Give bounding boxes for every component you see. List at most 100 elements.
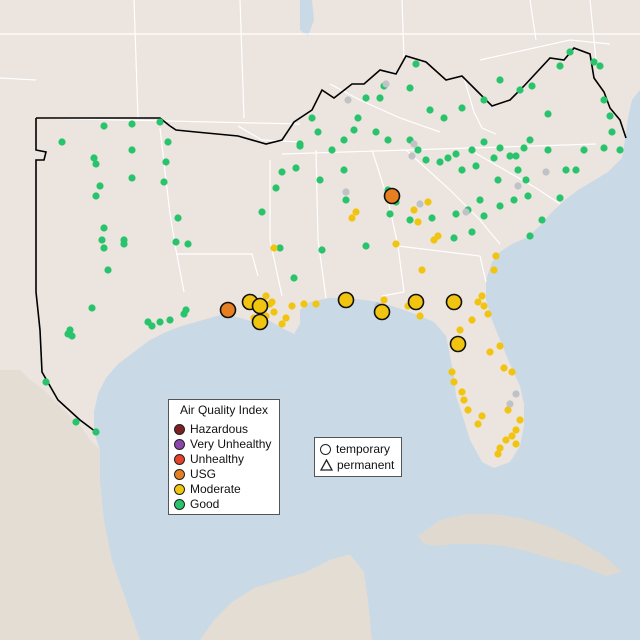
- usg-temporary-monitor-marker: [383, 187, 401, 205]
- legend-item-usg: USG: [174, 467, 216, 481]
- moderate-monitor-marker: [380, 296, 388, 304]
- moderate-monitor-marker: [502, 436, 510, 444]
- no-data-monitor-marker: [416, 200, 424, 208]
- moderate-monitor-marker: [450, 378, 458, 386]
- moderate-monitor-marker: [288, 302, 296, 310]
- moderate-monitor-marker: [282, 314, 290, 322]
- good-monitor-marker: [384, 136, 392, 144]
- good-monitor-marker: [444, 154, 452, 162]
- good-monitor-marker: [290, 274, 298, 282]
- legend-label-moderate: Moderate: [190, 482, 241, 496]
- aqi-legend-title: Air Quality Index: [179, 403, 269, 417]
- moderate-monitor-marker: [458, 388, 466, 396]
- good-monitor-marker: [562, 166, 570, 174]
- good-monitor-marker: [362, 242, 370, 250]
- good-monitor-marker: [572, 166, 580, 174]
- good-monitor-marker: [426, 106, 434, 114]
- good-monitor-marker: [42, 378, 50, 386]
- no-data-monitor-marker: [506, 400, 514, 408]
- mexico-land: [0, 370, 140, 640]
- good-monitor-marker: [524, 192, 532, 200]
- very-unhealthy-swatch: [174, 438, 185, 450]
- good-monitor-marker: [292, 164, 300, 172]
- lake-michigan: [300, 0, 314, 36]
- good-monitor-marker: [556, 62, 564, 70]
- triangle-icon: [320, 459, 333, 471]
- good-monitor-marker: [600, 96, 608, 104]
- good-monitor-marker: [96, 182, 104, 190]
- good-monitor-marker: [88, 304, 96, 312]
- moderate-monitor-marker: [418, 266, 426, 274]
- moderate-monitor-marker: [494, 450, 502, 458]
- good-monitor-marker: [128, 120, 136, 128]
- moderate-monitor-marker: [270, 308, 278, 316]
- good-monitor-marker: [480, 138, 488, 146]
- usg-swatch: [174, 468, 185, 480]
- good-monitor-marker: [362, 94, 370, 102]
- good-monitor-marker: [544, 146, 552, 154]
- no-data-monitor-marker: [408, 152, 416, 160]
- moderate-monitor-marker: [464, 406, 472, 414]
- good-monitor-marker: [436, 158, 444, 166]
- good-monitor-marker: [156, 318, 164, 326]
- good-monitor-marker: [580, 146, 588, 154]
- moderate-monitor-marker: [490, 266, 498, 274]
- good-monitor-marker: [526, 136, 534, 144]
- moderate-monitor-marker: [278, 320, 286, 328]
- good-monitor-marker: [354, 114, 362, 122]
- moderate-temporary-monitor-marker: [373, 303, 391, 321]
- no-data-monitor-marker: [462, 208, 470, 216]
- no-data-monitor-marker: [382, 80, 390, 88]
- good-monitor-marker: [92, 160, 100, 168]
- good-monitor-marker: [590, 58, 598, 66]
- good-monitor-marker: [608, 128, 616, 136]
- no-data-monitor-marker: [344, 96, 352, 104]
- moderate-monitor-marker: [410, 206, 418, 214]
- good-monitor-marker: [340, 166, 348, 174]
- legend-label-good: Good: [190, 497, 220, 511]
- good-monitor-marker: [596, 62, 604, 70]
- moderate-monitor-marker: [504, 406, 512, 414]
- good-monitor-marker: [276, 244, 284, 252]
- no-data-monitor-marker: [342, 188, 350, 196]
- moderate-monitor-marker: [414, 218, 422, 226]
- good-monitor-marker: [510, 196, 518, 204]
- moderate-monitor-marker: [312, 300, 320, 308]
- monitor-markers: [42, 48, 624, 458]
- good-monitor-marker: [318, 246, 326, 254]
- moderate-temporary-monitor-marker: [449, 335, 467, 353]
- good-monitor-marker: [68, 332, 76, 340]
- good-monitor-marker: [422, 156, 430, 164]
- moderate-monitor-marker: [500, 364, 508, 372]
- good-monitor-marker: [386, 210, 394, 218]
- good-monitor-marker: [278, 168, 286, 176]
- moderate-temporary-monitor-marker: [407, 293, 425, 311]
- good-monitor-marker: [494, 176, 502, 184]
- moderate-monitor-marker: [460, 396, 468, 404]
- no-data-monitor-marker: [512, 390, 520, 398]
- moderate-monitor-marker: [496, 444, 504, 452]
- legend-label-permanent: permanent: [337, 458, 395, 472]
- good-monitor-marker: [314, 128, 322, 136]
- good-monitor-marker: [458, 166, 466, 174]
- moderate-monitor-marker: [268, 298, 276, 306]
- moderate-monitor-marker: [474, 420, 482, 428]
- no-data-monitor-marker: [514, 182, 522, 190]
- good-monitor-marker: [340, 136, 348, 144]
- good-monitor-marker: [516, 86, 524, 94]
- good-monitor-marker: [544, 110, 552, 118]
- legend-item-very-unhealthy: Very Unhealthy: [174, 437, 271, 451]
- good-monitor-marker: [164, 138, 172, 146]
- good-monitor-marker: [406, 84, 414, 92]
- moderate-monitor-marker: [352, 208, 360, 216]
- good-monitor-marker: [120, 236, 128, 244]
- good-monitor-marker: [160, 178, 168, 186]
- good-monitor-marker: [428, 214, 436, 222]
- good-monitor-marker: [172, 238, 180, 246]
- good-monitor-marker: [458, 104, 466, 112]
- good-monitor-marker: [506, 152, 514, 160]
- good-monitor-marker: [566, 48, 574, 56]
- good-monitor-marker: [100, 244, 108, 252]
- good-monitor-marker: [450, 234, 458, 242]
- region-outline: [35, 47, 627, 433]
